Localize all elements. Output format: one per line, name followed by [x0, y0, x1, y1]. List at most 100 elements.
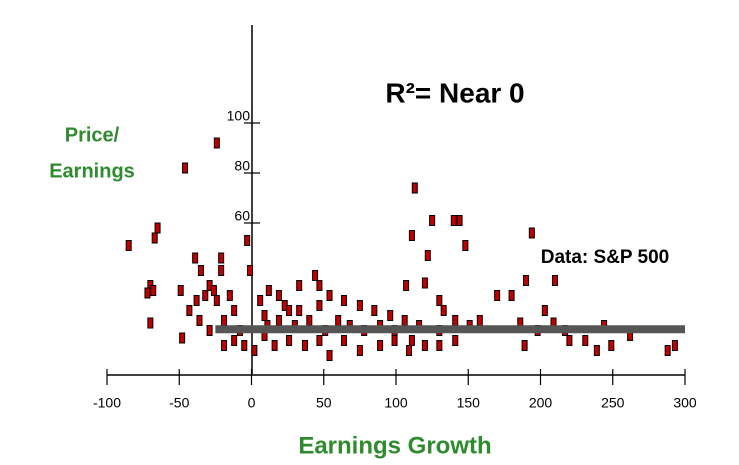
x-tick-label: -50 [169, 395, 189, 411]
scatter-point [296, 305, 303, 316]
scatter-point [326, 290, 333, 301]
scatter-point [391, 335, 398, 346]
scatter-point [408, 230, 415, 241]
scatter-point [221, 315, 228, 326]
scatter-point [387, 310, 394, 321]
scatter-point [408, 335, 415, 346]
scatter-point [429, 215, 436, 226]
scatter-point [335, 315, 342, 326]
x-tick-label: 0 [248, 395, 256, 411]
scatter-point [371, 305, 378, 316]
scatter-point [244, 235, 251, 246]
scatter-point [664, 345, 671, 356]
scatter-point [193, 295, 200, 306]
scatter-point [218, 252, 225, 264]
scatter-point [671, 340, 678, 351]
x-tick-label: 50 [316, 395, 332, 411]
scatter-point [186, 305, 193, 316]
scatter-point [340, 335, 347, 346]
y-tick-label: 60 [234, 208, 250, 224]
x-tick-label: 200 [529, 395, 553, 411]
scatter-point [403, 280, 410, 291]
scatter-point [182, 162, 189, 174]
scatter-point [582, 335, 589, 346]
scatter-point [377, 340, 384, 351]
scatter-point [265, 285, 272, 296]
scatter-point [218, 265, 225, 276]
scatter-point [608, 340, 615, 351]
scatter-point [286, 335, 293, 346]
x-tick-label: 250 [601, 395, 625, 411]
scatter-point [462, 240, 469, 251]
y-axis-label: Earnings [49, 160, 135, 182]
scatter-point [316, 300, 323, 311]
scatter-point [494, 290, 501, 301]
scatter-point [476, 315, 483, 326]
scatter-point [251, 345, 258, 356]
scatter-point [150, 285, 157, 296]
scatter-point [436, 295, 443, 306]
x-tick-label: 100 [384, 395, 408, 411]
scatter-point [306, 315, 313, 326]
scatter-point [271, 340, 278, 351]
scatter-point [206, 325, 213, 336]
scatter-point [247, 265, 254, 276]
scatter-point [241, 340, 248, 351]
scatter-point [440, 305, 447, 316]
scatter-point [401, 315, 408, 326]
source-note: Data: S&P 500 [541, 247, 670, 268]
scatter-point [296, 280, 303, 291]
scatter-point [450, 215, 457, 226]
scatter-point [421, 277, 428, 289]
scatter-point [406, 345, 413, 356]
scatter-point [326, 350, 333, 361]
scatter-point [275, 290, 282, 301]
scatter-point [528, 227, 535, 239]
y-tick-label: 80 [234, 158, 250, 174]
scatter-point [452, 335, 459, 346]
scatter-point [197, 265, 204, 276]
scatter-point [593, 345, 600, 356]
scatter-point [340, 295, 347, 306]
scatter-point [192, 252, 199, 264]
scatter-point [541, 305, 548, 316]
scatter-point [566, 335, 573, 346]
x-tick-label: 300 [673, 395, 697, 411]
scatter-point [436, 340, 443, 351]
scatter-point [151, 232, 158, 244]
x-tick-label: -100 [93, 395, 121, 411]
scatter-point [144, 287, 151, 299]
scatter-point [210, 285, 217, 296]
scatter-point [316, 335, 323, 346]
scatter-point [356, 300, 363, 311]
scatter-point [221, 340, 228, 351]
scatter-point [508, 290, 515, 301]
scatter-point [179, 332, 186, 344]
scatter-point [421, 340, 428, 351]
scatter-point [312, 270, 319, 281]
scatter-point [521, 340, 528, 351]
scatter-point [213, 295, 220, 306]
scatter-point [261, 310, 268, 321]
scatter-point [257, 295, 264, 306]
scatter-point [456, 215, 463, 226]
scatter-point [125, 240, 132, 251]
scatter-point [275, 315, 282, 326]
scatter-point [424, 250, 431, 261]
scatter-point [202, 290, 209, 301]
scatter-point [196, 315, 203, 326]
scatter-point [551, 275, 558, 286]
scatter-point [523, 275, 530, 286]
scatter-point [213, 137, 220, 149]
scatter-point [286, 305, 293, 316]
scatter-point [231, 305, 238, 316]
scatter-point [177, 285, 184, 296]
scatter-point [231, 335, 238, 346]
y-axis-label: Price/ [65, 124, 120, 146]
x-axis-label: Earnings Growth [298, 432, 491, 459]
scatter-point [316, 280, 323, 291]
scatter-point [356, 345, 363, 356]
x-tick-label: 150 [457, 395, 481, 411]
scatter-point [411, 182, 418, 194]
